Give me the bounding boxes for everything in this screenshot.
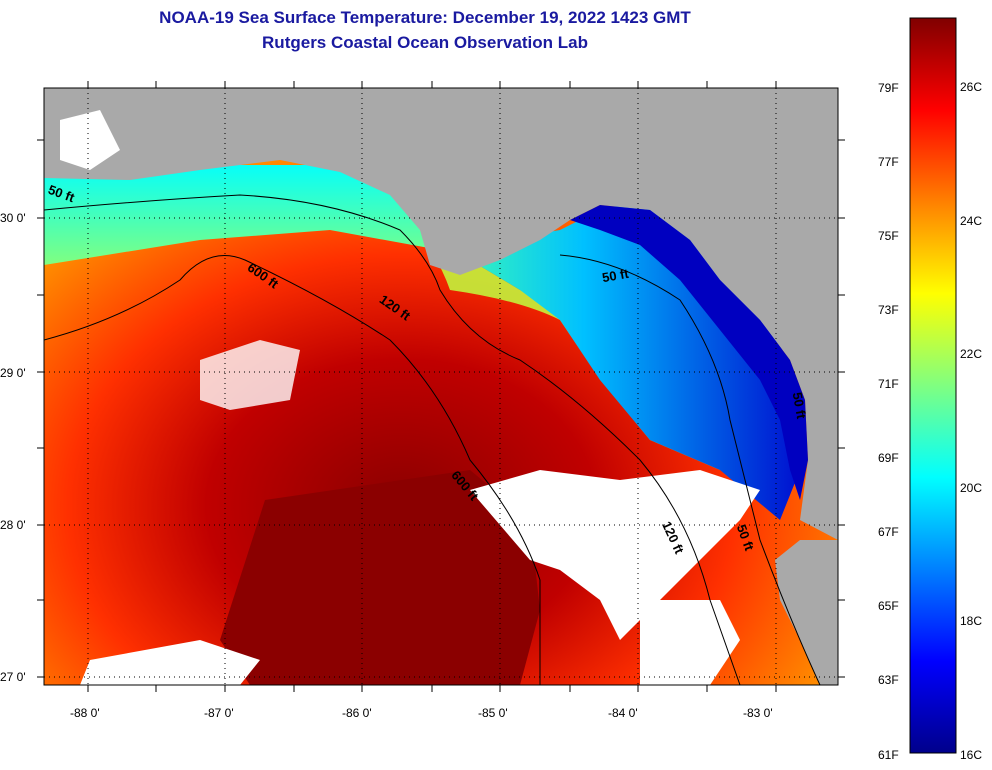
land-south bbox=[775, 540, 838, 685]
title-line-1: NOAA-19 Sea Surface Temperature: Decembe… bbox=[159, 8, 691, 27]
map-frame bbox=[43, 87, 839, 686]
colorbar-f-label: 65F bbox=[878, 599, 899, 613]
colorbar-f-label: 77F bbox=[878, 155, 899, 169]
colorbar-c-label: 22C bbox=[960, 347, 983, 361]
colorbar-f-label: 69F bbox=[878, 451, 899, 465]
colorbar-f-label: 71F bbox=[878, 377, 899, 391]
lat-label: 28 0' bbox=[0, 518, 26, 532]
colorbar-f-label: 73F bbox=[878, 303, 899, 317]
lon-label: -84 0' bbox=[608, 706, 638, 720]
colorbar-f-label: 79F bbox=[878, 81, 899, 95]
coastal-fringe bbox=[570, 205, 808, 500]
lon-label: -83 0' bbox=[743, 706, 773, 720]
colorbar-gradient bbox=[909, 17, 957, 754]
colorbar-c-label: 24C bbox=[960, 214, 983, 228]
cloud-sw bbox=[80, 640, 260, 685]
warm-core bbox=[220, 470, 540, 685]
lon-label: -87 0' bbox=[204, 706, 234, 720]
colorbar-f-label: 61F bbox=[878, 748, 899, 762]
lon-label: -88 0' bbox=[70, 706, 100, 720]
contour-600ft bbox=[44, 255, 541, 685]
colorbar-c-label: 18C bbox=[960, 614, 983, 628]
title-line-2: Rutgers Coastal Ocean Observation Lab bbox=[262, 33, 588, 52]
cloud-nw bbox=[60, 110, 120, 170]
colorbar-c-label: 26C bbox=[960, 80, 983, 94]
lat-label: 29 0' bbox=[0, 366, 26, 380]
land bbox=[44, 88, 838, 540]
cloud-se bbox=[640, 600, 740, 685]
colorbar-f-label: 63F bbox=[878, 673, 899, 687]
cloud-east bbox=[470, 470, 760, 640]
nearshore-cool bbox=[44, 160, 440, 265]
cloud-center bbox=[200, 340, 300, 410]
lon-label: -85 0' bbox=[478, 706, 508, 720]
lon-label: -86 0' bbox=[342, 706, 372, 720]
colorbar-f-label: 75F bbox=[878, 229, 899, 243]
contour-120ft bbox=[44, 194, 741, 685]
lat-label: 30 0' bbox=[0, 211, 26, 225]
map-ticks bbox=[37, 81, 845, 692]
contour-50ft bbox=[559, 254, 821, 685]
colorbar-c-label: 20C bbox=[960, 481, 983, 495]
lat-label: 27 0' bbox=[0, 670, 26, 684]
colorbar-c-label: 16C bbox=[960, 748, 983, 762]
colorbar-f-label: 67F bbox=[878, 525, 899, 539]
